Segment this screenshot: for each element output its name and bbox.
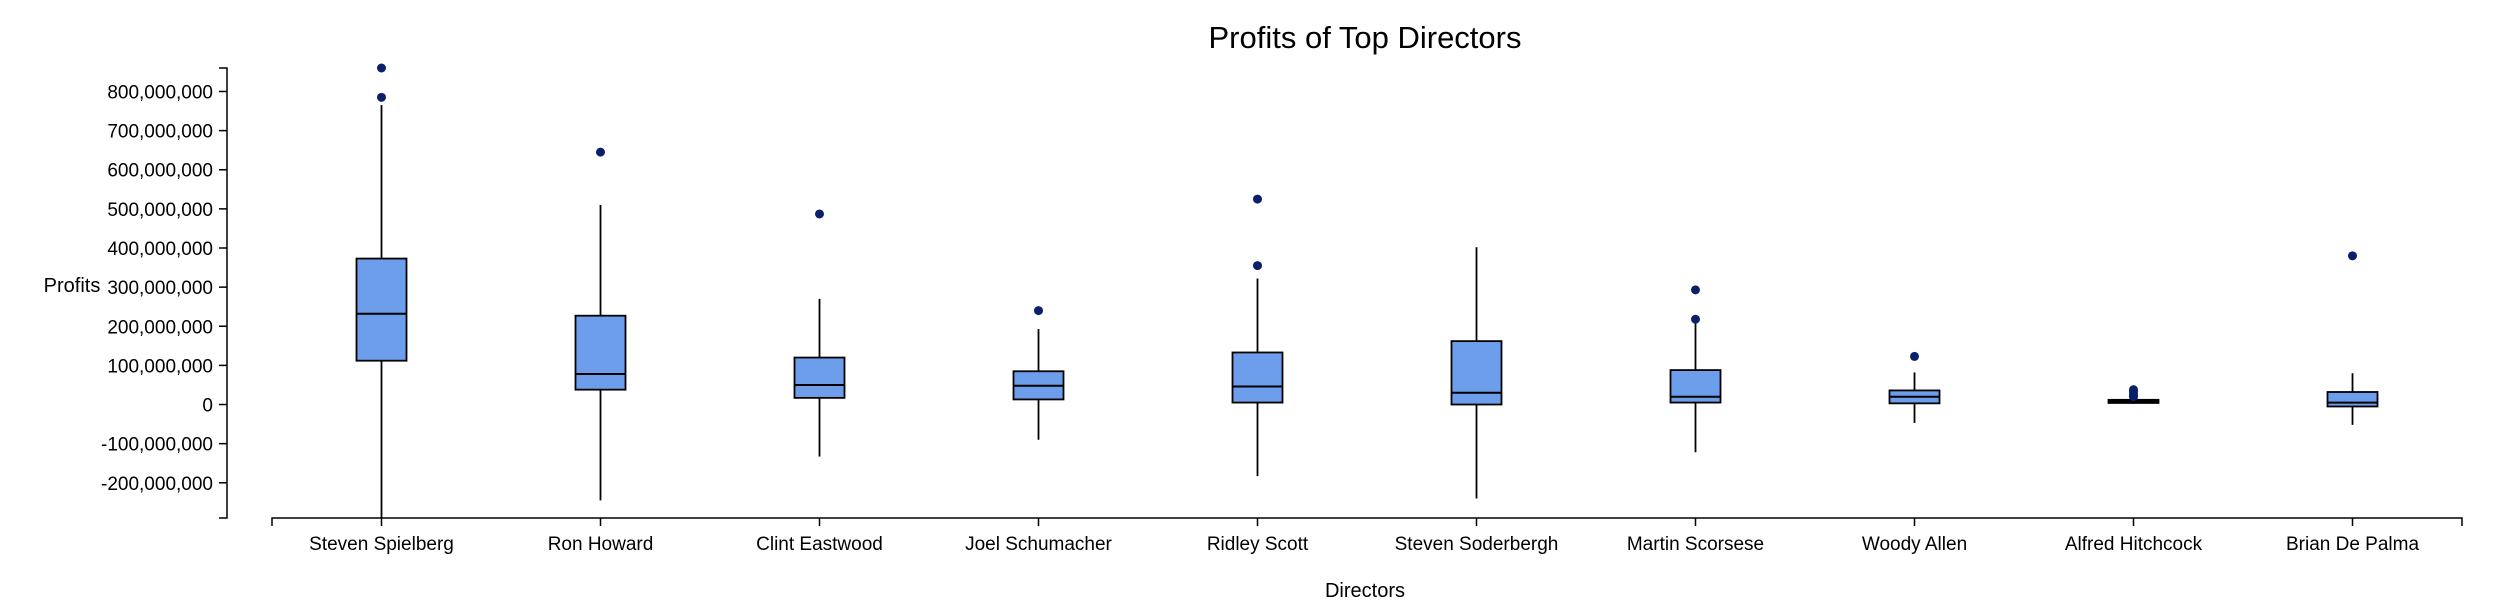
outlier-point	[1691, 285, 1700, 295]
y-tick-label: 300,000,000	[107, 278, 213, 299]
x-tick-label: Ron Howard	[548, 534, 654, 555]
x-tick-label: Martin Scorsese	[1627, 534, 1764, 555]
x-axis-line	[271, 517, 2463, 526]
x-tick-label: Steven Soderbergh	[1395, 534, 1559, 555]
y-tick-label: -100,000,000	[101, 435, 213, 456]
y-axis-line	[219, 67, 228, 519]
box-iqr	[1450, 340, 1503, 406]
outlier-point	[377, 63, 386, 73]
x-tick-label: Ridley Scott	[1207, 534, 1309, 555]
x-axis-label: Directors	[1325, 580, 1405, 602]
y-tick-label: 500,000,000	[107, 200, 213, 221]
box-group	[574, 147, 627, 501]
y-tick-label: 400,000,000	[107, 239, 213, 260]
x-tick-label: Joel Schumacher	[965, 534, 1112, 555]
box-iqr	[793, 356, 846, 399]
x-tick-label: Clint Eastwood	[756, 534, 883, 555]
x-tick-label: Alfred Hitchcock	[2065, 534, 2203, 555]
y-tick-label: 0	[202, 396, 213, 417]
outlier-point	[596, 147, 605, 157]
y-tick-label: 200,000,000	[107, 317, 213, 338]
box-iqr	[1231, 351, 1284, 404]
box-group	[1450, 247, 1503, 499]
y-tick-label: 100,000,000	[107, 356, 213, 377]
box-group	[355, 63, 408, 518]
outlier-point	[1253, 194, 1262, 204]
box-group	[1012, 306, 1065, 440]
box-series	[355, 63, 2379, 518]
box-group	[2107, 385, 2160, 404]
y-tick-label: 800,000,000	[107, 82, 213, 103]
outlier-point	[1034, 306, 1043, 316]
y-tick-label: 600,000,000	[107, 161, 213, 182]
chart-title: Profits of Top Directors	[1209, 20, 1522, 55]
box-group	[1669, 285, 1722, 453]
box-iqr	[2326, 391, 2379, 408]
x-tick-label: Steven Spielberg	[309, 534, 454, 555]
outlier-point	[815, 209, 824, 219]
box-group	[1888, 351, 1941, 423]
y-tick-label: 700,000,000	[107, 122, 213, 143]
x-tick-label: Brian De Palma	[2286, 534, 2419, 555]
outlier-point	[2348, 251, 2357, 261]
y-axis-label: Profits	[44, 275, 101, 297]
box-iqr	[574, 314, 627, 391]
y-tick-label: -200,000,000	[101, 474, 213, 495]
box-group	[2326, 251, 2379, 425]
x-tick-label: Woody Allen	[1862, 534, 1967, 555]
box-group	[1231, 194, 1284, 477]
outlier-point	[377, 92, 386, 102]
outlier-point	[1691, 314, 1700, 324]
x-axis: Steven Spielberg Ron Howard Clint Eastwood…	[271, 517, 2463, 555]
outlier-point	[2129, 385, 2138, 395]
outlier-point	[1910, 351, 1919, 361]
outlier-point	[1253, 261, 1262, 271]
y-axis: -200,000,000 -100,000,000 0 100,000,000 200,…	[101, 67, 228, 519]
box-group	[793, 209, 846, 457]
box-iqr	[355, 257, 408, 362]
